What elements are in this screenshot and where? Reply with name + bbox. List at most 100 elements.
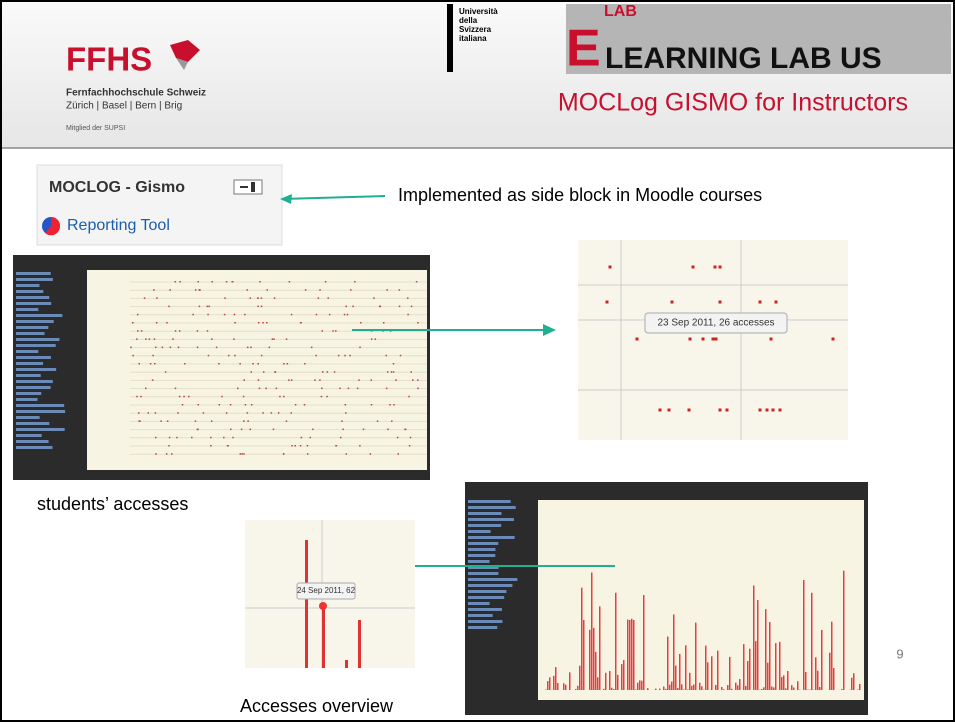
dot-decoration (250, 429, 252, 431)
dot-decoration (257, 306, 259, 308)
dot-decoration (409, 445, 411, 447)
dot-decoration (191, 437, 193, 439)
bar-decoration (639, 680, 641, 690)
dot-decoration (371, 379, 373, 381)
dot-decoration (307, 445, 309, 447)
dot-decoration (167, 420, 169, 422)
dot-decoration (397, 437, 399, 439)
dot-decoration (218, 363, 220, 365)
bar-decoration (735, 683, 737, 690)
bar-decoration (677, 688, 679, 690)
dot-decoration (208, 355, 210, 357)
dot-decoration (155, 412, 157, 414)
bar-decoration (747, 661, 749, 690)
dot-decoration (257, 363, 259, 365)
bar-decoration (781, 677, 783, 690)
dot-decoration (354, 281, 356, 283)
dot-decoration (139, 363, 141, 365)
bar-decoration (675, 666, 677, 690)
bar-decoration (643, 595, 645, 690)
sidebar-item (16, 398, 38, 401)
dot-decoration (176, 437, 178, 439)
dot-decoration (198, 289, 200, 291)
bar-decoration (589, 630, 591, 690)
dot-decoration (407, 314, 409, 316)
bar-decoration (715, 685, 717, 690)
bar-decoration (749, 649, 751, 690)
dot-decoration (272, 338, 274, 340)
dot-decoration (160, 420, 162, 422)
dot-decoration (287, 363, 289, 365)
dot-decoration (244, 314, 246, 316)
bar-decoration (685, 645, 687, 690)
dot-decoration (371, 338, 373, 340)
dot-decoration (329, 314, 331, 316)
bar-decoration (817, 671, 819, 690)
dot-decoration (179, 396, 181, 398)
dot-decoration (230, 429, 232, 431)
dot-decoration (207, 306, 209, 308)
dot-decoration (636, 338, 639, 341)
dot-decoration (169, 289, 171, 291)
dot-decoration (170, 347, 172, 349)
bar-decoration (591, 572, 593, 690)
dot-decoration (380, 306, 382, 308)
bar-decoration (637, 683, 639, 690)
sidebar-item (16, 422, 49, 425)
bar-decoration (595, 652, 597, 690)
sidebar-item (16, 350, 38, 353)
dot-decoration (719, 409, 722, 412)
bar-decoration (597, 677, 599, 690)
bar-decoration (765, 609, 767, 690)
bar-decoration (673, 614, 675, 690)
dot-decoration (269, 347, 271, 349)
sidebar-item (468, 548, 495, 551)
dot-decoration (132, 355, 134, 357)
dot-decoration (719, 301, 722, 304)
bar-decoration (815, 657, 817, 690)
dot-decoration (177, 412, 179, 414)
sidebar-item (468, 518, 514, 521)
sidebar-item (16, 356, 51, 359)
dot-decoration (156, 297, 158, 299)
bar-decoration (689, 673, 691, 690)
dot-decoration (294, 445, 296, 447)
sidebar-item (16, 332, 45, 335)
sidebar-item (16, 296, 49, 299)
sidebar-item (468, 626, 497, 629)
bar-decoration (773, 687, 775, 690)
dot-decoration (417, 379, 419, 381)
dot-decoration (207, 330, 209, 332)
bar-decoration (322, 606, 325, 668)
dot-decoration (347, 314, 349, 316)
reporting-link[interactable]: Reporting Tool (67, 217, 170, 234)
sidebar-item (468, 578, 517, 581)
bar-decoration (593, 628, 595, 690)
bar-decoration (633, 620, 635, 690)
dot-decoration (244, 379, 246, 381)
dot-decoration (278, 412, 280, 414)
bar-decoration (569, 672, 571, 690)
dot-decoration (240, 453, 242, 455)
dot-decoration (195, 289, 197, 291)
dot-decoration (221, 396, 223, 398)
dot-decoration (305, 289, 307, 291)
dot-decoration (398, 453, 400, 455)
sidebar-item (468, 500, 511, 503)
dot-decoration (197, 330, 199, 332)
dot-decoration (250, 297, 252, 299)
bar-decoration (679, 654, 681, 690)
dot-decoration (168, 306, 170, 308)
dot-decoration (226, 281, 228, 283)
dot-decoration (417, 322, 419, 324)
dot-decoration (234, 322, 236, 324)
bar-decoration (603, 689, 605, 690)
dot-decoration (417, 388, 419, 390)
bar-decoration (621, 664, 623, 690)
dot-decoration (336, 445, 338, 447)
bar-decoration (843, 571, 845, 690)
ffhs-logo: FFHS (66, 41, 152, 78)
bar-decoration (599, 606, 601, 690)
sidebar-item (16, 440, 49, 443)
bar-decoration (555, 667, 557, 690)
